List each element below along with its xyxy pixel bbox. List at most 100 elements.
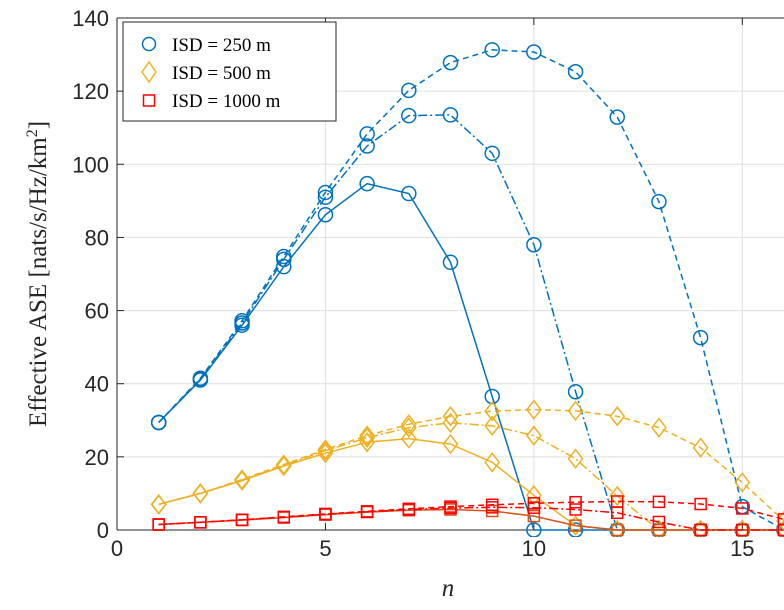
data-point-square [194,516,207,529]
data-point-circle [401,82,417,99]
data-point-circle [526,236,542,253]
data-point-diamond [442,406,459,427]
y-axis-label: Effective ASE [nats/s/Hz/km2] [24,121,52,427]
data-point-circle [401,107,417,124]
data-point-circle [192,370,209,386]
data-point-diamond [484,415,501,436]
data-point-square [402,502,416,516]
y-tick-label: 80 [85,225,109,250]
data-point-square [569,519,582,532]
data-point-square [611,523,624,537]
data-point-square [235,513,249,527]
data-point-diamond [192,483,209,504]
data-point-circle [567,384,584,400]
data-point-circle [150,414,167,431]
data-point-diamond [734,519,751,537]
legend-square-marker [142,94,156,107]
data-point-square [152,518,165,531]
y-axis-label-end: ] [25,121,52,129]
data-point-circle [484,145,500,162]
data-point-square [652,495,666,509]
x-axis-label: n [442,575,455,602]
data-point-circle [609,109,625,125]
data-point-square [319,507,332,521]
legend-diamond-marker [141,60,157,84]
data-point-square [527,509,541,523]
data-point-diamond [567,400,584,421]
data-point-diamond [317,442,334,464]
y-tick-label: 0 [97,518,109,543]
series-line [158,500,784,526]
y-tick-label: 140 [72,6,109,31]
data-point-circle [442,107,459,123]
grid [116,17,784,531]
data-point-diamond [692,437,709,458]
y-tick-label: 100 [72,152,109,177]
data-point-diamond [609,406,626,427]
data-point-square [444,500,457,513]
legend-label-isd-500: ISD = 500 m [172,63,271,84]
data-point-circle [692,329,709,346]
y-tick-label: 40 [85,372,109,397]
data-point-diamond [484,452,501,473]
legend-item-isd-1000: ISD = 1000 m [142,91,281,112]
data-point-circle [276,248,292,265]
data-point-diamond [484,400,501,422]
tick-labels: 0 5 10 15 0 20 40 60 80 100 120 140 [72,6,754,561]
x-tick-label: 0 [111,536,123,561]
data-point-square [652,515,666,529]
data-point-circle [567,64,584,80]
series-group [150,42,784,537]
data-point-circle [234,313,250,329]
data-point-circle [359,126,375,142]
data-point-circle [442,254,459,271]
y-tick-label: 20 [85,445,109,470]
data-point-diamond [275,454,292,475]
data-point-square [777,523,784,537]
data-point-circle [484,42,500,58]
data-point-circle [567,522,584,537]
data-point-circle [526,522,542,537]
y-tick-label: 120 [72,79,109,104]
data-point-square [360,505,374,518]
data-point-diamond [525,425,542,446]
data-point-circle [359,138,375,154]
data-point-diamond [692,519,709,537]
data-point-square [527,497,541,510]
data-point-square [652,523,666,537]
data-point-diamond [776,519,784,537]
legend-box [122,21,337,122]
data-point-diamond [525,485,542,506]
data-point-diamond [650,417,667,438]
legend-label-isd-250: ISD = 250 m [172,35,271,56]
x-tick-label: 10 [522,536,546,561]
data-point-square [611,495,624,508]
data-point-circle [317,189,334,205]
data-point-circle [317,184,334,201]
data-point-diamond [567,448,584,469]
data-point-diamond [400,428,417,449]
data-point-square [569,503,582,516]
data-point-diamond [359,425,376,446]
data-point-circle [442,54,459,71]
data-point-diamond [234,469,251,490]
data-point-square [736,502,749,515]
x-tick-label: 15 [730,536,754,561]
data-point-diamond [400,414,417,435]
data-point-circle [526,44,542,60]
data-point-diamond [150,494,167,515]
y-axis-label-main: Effective ASE [nats/s/Hz/km [25,137,52,427]
data-point-square [694,523,707,537]
data-point-diamond [609,519,626,537]
data-point-square [694,497,707,511]
series-line [158,49,784,531]
data-point-diamond [734,472,751,493]
legend-item-isd-500: ISD = 500 m [141,60,271,84]
y-tick-label: 60 [85,299,109,324]
x-tick-label: 5 [319,536,331,561]
data-point-square [736,523,749,537]
data-point-diamond [442,433,459,455]
data-point-circle [651,193,667,210]
legend-item-isd-250: ISD = 250 m [141,35,271,56]
